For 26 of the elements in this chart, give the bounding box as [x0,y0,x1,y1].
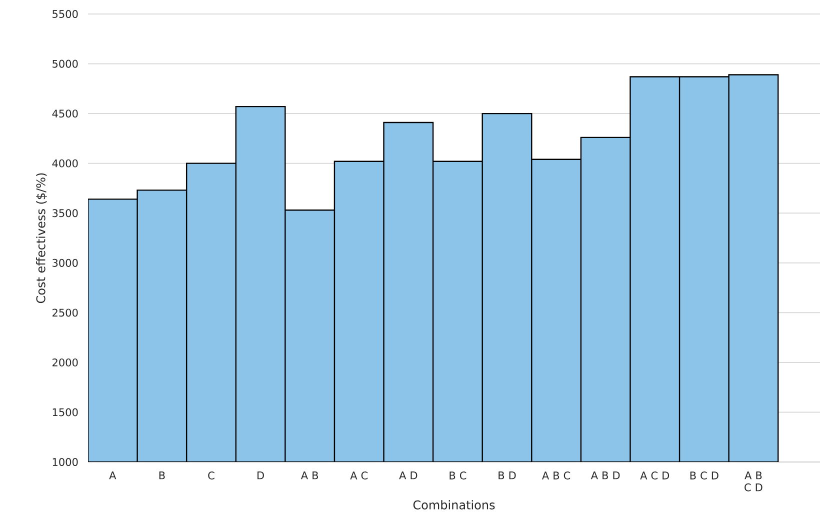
x-tick-label: A D [399,472,418,480]
y-tick-label: 3000 [52,258,78,267]
y-tick-label: 2500 [52,308,78,317]
x-tick-label: A C [350,472,368,480]
y-tick-label: 1500 [52,408,78,416]
x-tick-label: A B C D [744,472,762,492]
y-tick-label: 2000 [52,358,78,366]
x-tick-label: A B D [590,472,620,480]
y-tick-label: 3500 [52,209,78,218]
x-tick-label: A [109,472,116,480]
x-tick-label: B C D [690,472,718,480]
x-tick-label: D [258,472,264,480]
y-axis-title: Cost effectivess ($/%) [36,173,47,304]
x-tick-label: B C [450,472,466,480]
y-tick-label: 1000 [52,458,78,466]
x-tick-label: A B C [542,472,570,480]
x-tick-label: A C D [640,472,670,480]
y-tick-label: 5500 [52,10,78,18]
y-tick-label: 5000 [52,60,78,68]
y-tick-label: 4000 [52,159,78,168]
y-tick-label: 4500 [52,110,78,118]
x-tick-label: B [159,472,165,480]
x-tick-label: C [208,472,214,480]
x-tick-label: B D [498,472,516,480]
x-axis-title: Combinations [413,500,495,510]
x-tick-label: A B [300,472,318,480]
